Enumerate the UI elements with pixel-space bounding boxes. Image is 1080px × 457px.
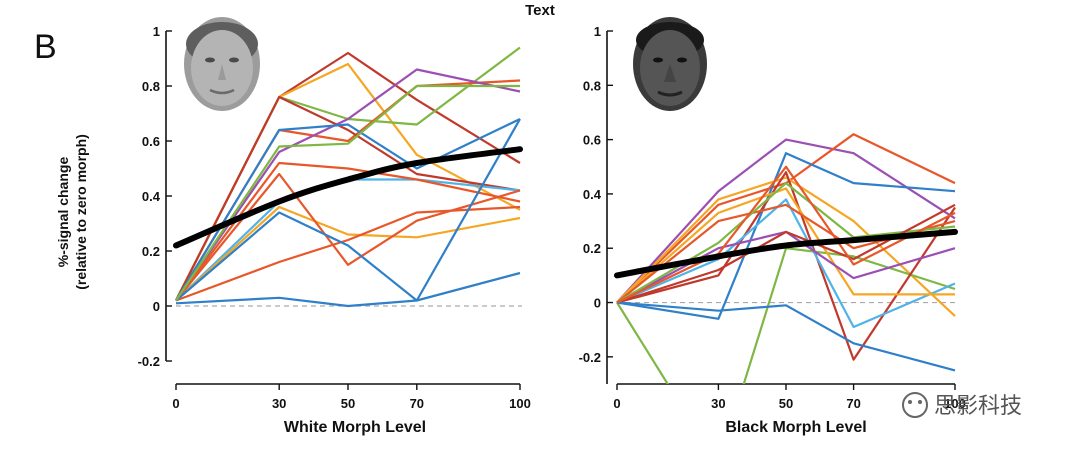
x-axis-label: Black Morph Level: [725, 419, 866, 436]
series-line: [175, 68, 521, 302]
x-tick-label: 30: [711, 396, 725, 411]
top-text: Text: [525, 2, 555, 19]
y-tick-label: 0.6: [583, 133, 601, 148]
series-line: [175, 84, 520, 302]
fit-curve: [173, 146, 523, 249]
series-line: [616, 203, 956, 304]
y-tick-label: 0.6: [142, 134, 160, 149]
series-line: [175, 205, 521, 302]
series-line: [175, 118, 521, 302]
y-tick-label: 0.4: [583, 187, 602, 202]
watermark-text: 思影科技: [934, 394, 1022, 419]
x-tick-label: 70: [846, 396, 860, 411]
y-tick-label: 1: [153, 24, 160, 39]
series-line: [616, 152, 956, 320]
y-tick-label: -0.2: [138, 354, 160, 369]
series-line: [175, 271, 521, 308]
black-male-face: [633, 17, 707, 111]
x-tick-label: 100: [509, 396, 531, 411]
y-tick-label: 0.8: [142, 79, 160, 94]
y-axis-label: %-signal change (relative to zero morph): [55, 134, 89, 290]
series-line: [175, 95, 521, 301]
series-line: [616, 301, 956, 372]
series-line: [616, 176, 956, 317]
fit-curve: [614, 228, 958, 279]
x-tick-label: 0: [613, 396, 620, 411]
y-axis-label-line1: %-signal change: [55, 157, 71, 268]
x-tick-label: 70: [410, 396, 424, 411]
y-tick-label: -0.2: [579, 350, 601, 365]
x-tick-label: 0: [172, 396, 179, 411]
panel-letter: B: [34, 28, 57, 66]
y-tick-label: 0: [594, 296, 601, 311]
x-axis-label: White Morph Level: [284, 419, 426, 436]
y-tick-label: 0.8: [583, 78, 601, 93]
y-tick-label: 0: [153, 299, 160, 314]
y-tick-label: 0.2: [583, 241, 601, 256]
series-group: [175, 46, 521, 308]
wechat-icon: [902, 392, 928, 418]
series-line: [175, 161, 521, 302]
y-tick-label: 0.4: [142, 189, 161, 204]
y-tick-label: 1: [594, 24, 601, 39]
series-line: [616, 198, 956, 329]
white-male-face: [184, 17, 260, 111]
series-line: [616, 171, 956, 361]
series-line: [175, 118, 521, 302]
x-tick-label: 50: [779, 396, 793, 411]
x-tick-label: 50: [341, 396, 355, 411]
x-tick-label: 100: [944, 396, 966, 411]
y-tick-label: 0.2: [142, 244, 160, 259]
watermark: 思影科技: [902, 392, 1022, 419]
y-axis-label-line2: (relative to zero morph): [73, 134, 89, 290]
series-line: [616, 138, 956, 304]
x-tick-label: 30: [272, 396, 286, 411]
series-line: [616, 187, 955, 304]
series-line: [616, 165, 956, 304]
